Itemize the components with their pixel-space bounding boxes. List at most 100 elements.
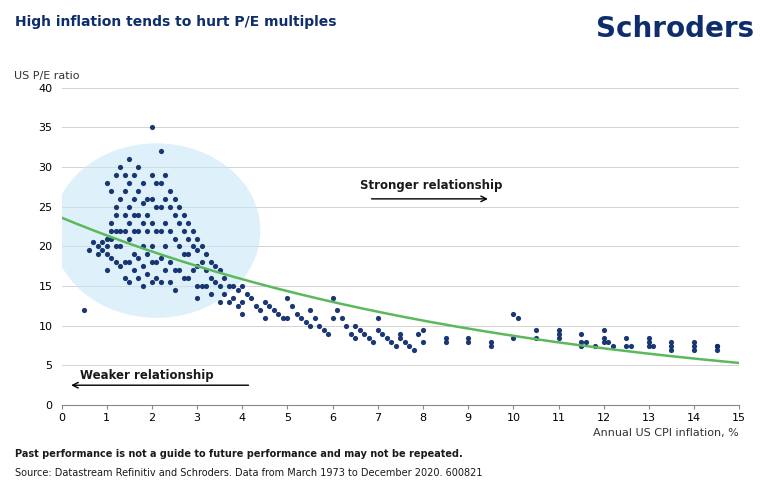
Point bbox=[169, 211, 181, 219]
Point bbox=[164, 258, 176, 266]
Point bbox=[394, 330, 407, 338]
Point bbox=[159, 171, 172, 179]
Point bbox=[191, 235, 203, 243]
Point bbox=[96, 246, 109, 254]
Point bbox=[169, 195, 181, 203]
Point bbox=[236, 298, 249, 306]
Point bbox=[209, 263, 221, 270]
Point bbox=[132, 187, 145, 195]
Point bbox=[552, 330, 564, 338]
Point bbox=[304, 306, 316, 314]
Point bbox=[128, 171, 140, 179]
Point bbox=[643, 342, 655, 349]
Point bbox=[146, 243, 158, 250]
Point bbox=[78, 306, 90, 314]
Point bbox=[300, 318, 312, 325]
Point bbox=[101, 235, 113, 243]
Text: US P/E ratio: US P/E ratio bbox=[14, 72, 79, 81]
Point bbox=[223, 298, 235, 306]
Point bbox=[598, 338, 610, 346]
Point bbox=[182, 274, 194, 282]
Point bbox=[109, 226, 122, 234]
Point bbox=[114, 195, 126, 203]
Point bbox=[150, 274, 162, 282]
Point bbox=[123, 278, 136, 286]
Point bbox=[249, 302, 262, 310]
Point bbox=[186, 243, 199, 250]
Point bbox=[92, 243, 104, 250]
Point bbox=[344, 330, 357, 338]
Point bbox=[377, 330, 389, 338]
Point bbox=[213, 282, 226, 290]
Point bbox=[507, 334, 520, 342]
Point bbox=[159, 243, 172, 250]
Point bbox=[530, 334, 542, 342]
Point bbox=[128, 266, 140, 274]
Point bbox=[624, 342, 637, 349]
Point bbox=[146, 171, 158, 179]
Point bbox=[440, 338, 452, 346]
Point bbox=[155, 226, 167, 234]
Point bbox=[205, 290, 217, 298]
Point bbox=[643, 338, 655, 346]
Point bbox=[173, 243, 186, 250]
Point bbox=[87, 239, 99, 246]
Point bbox=[182, 235, 194, 243]
Point bbox=[620, 334, 632, 342]
Text: Source: Datastream Refinitiv and Schroders. Data from March 1973 to December 202: Source: Datastream Refinitiv and Schrode… bbox=[15, 468, 483, 478]
Point bbox=[236, 310, 249, 318]
Point bbox=[336, 314, 348, 322]
Point bbox=[367, 338, 380, 346]
Point bbox=[394, 334, 407, 342]
Point bbox=[331, 306, 343, 314]
Point bbox=[159, 266, 172, 274]
Point bbox=[665, 338, 678, 346]
Point bbox=[304, 322, 316, 330]
Point bbox=[268, 306, 280, 314]
Point bbox=[575, 342, 588, 349]
Point bbox=[191, 294, 203, 302]
Point bbox=[552, 334, 564, 342]
Point bbox=[150, 203, 162, 211]
Point bbox=[105, 219, 118, 226]
Point bbox=[169, 235, 181, 243]
Point bbox=[169, 286, 181, 294]
Point bbox=[105, 235, 118, 243]
Point bbox=[114, 243, 126, 250]
Point bbox=[105, 254, 118, 262]
Point bbox=[191, 263, 203, 270]
Point bbox=[598, 334, 610, 342]
Text: Schroders: Schroders bbox=[597, 15, 755, 42]
Point bbox=[286, 302, 298, 310]
Text: Stronger relationship: Stronger relationship bbox=[360, 180, 502, 192]
Point bbox=[123, 258, 136, 266]
Point bbox=[109, 171, 122, 179]
Point bbox=[96, 239, 109, 246]
Point bbox=[114, 163, 126, 171]
Point bbox=[123, 219, 136, 226]
Point bbox=[340, 322, 353, 330]
Point bbox=[146, 219, 158, 226]
Point bbox=[643, 334, 655, 342]
Point bbox=[462, 338, 474, 346]
Point bbox=[241, 290, 253, 298]
Point bbox=[245, 294, 257, 302]
Point bbox=[196, 282, 208, 290]
Point bbox=[273, 310, 285, 318]
Point bbox=[530, 326, 542, 334]
Point bbox=[276, 314, 289, 322]
Point bbox=[372, 326, 384, 334]
Point bbox=[417, 338, 429, 346]
Point bbox=[353, 326, 366, 334]
Point bbox=[552, 326, 564, 334]
Point bbox=[317, 326, 330, 334]
Point bbox=[164, 226, 176, 234]
Point bbox=[119, 187, 131, 195]
Point bbox=[205, 274, 217, 282]
Point bbox=[665, 346, 678, 353]
Point bbox=[119, 226, 131, 234]
Point bbox=[484, 338, 497, 346]
Point bbox=[155, 179, 167, 187]
Point bbox=[588, 342, 601, 349]
Point bbox=[281, 294, 293, 302]
